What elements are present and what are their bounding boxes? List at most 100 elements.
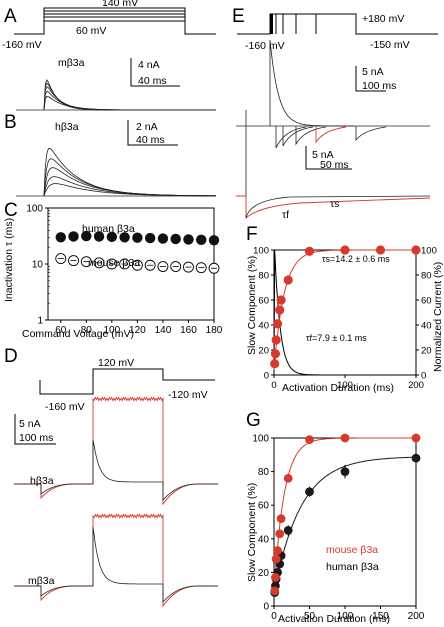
- chart-f-slow-point: [275, 305, 285, 315]
- chart-f-ytick-right-label: 0: [421, 371, 426, 382]
- chart-f-slow-point: [411, 245, 421, 255]
- panel-a-traces: [16, 79, 216, 111]
- panel-d-name-m: mβ3a: [28, 575, 55, 587]
- panel-f-label: F: [246, 224, 258, 245]
- chart-f-ann-slow: τs=14.2 ± 0.6 ms: [322, 254, 390, 264]
- panel-e: E +180 mV -160 mV -150 mV 5 nA 100 ms 5 …: [232, 6, 438, 221]
- panel-c-label: C: [4, 200, 18, 221]
- chart-f-slow-point: [283, 275, 293, 285]
- chart-f-ytick-label: 0: [264, 371, 269, 382]
- chart-c-human-point: [196, 234, 207, 246]
- chart-c-human-point: [93, 231, 105, 242]
- chart-c-human-point: [106, 231, 118, 243]
- chart-f-slow-point: [276, 295, 286, 305]
- panel-e-protocol: [237, 13, 438, 35]
- chart-c-human-point: [119, 232, 130, 243]
- chart-c-xtick-label: 80: [81, 325, 93, 336]
- chart-g-ytick-label: 100: [252, 434, 269, 445]
- panel-e-tail: [355, 126, 387, 142]
- chart-g-mouse-point: [340, 433, 350, 443]
- chart-f-slow-point: [375, 245, 386, 255]
- panel-e2-edge: [244, 110, 247, 197]
- chart-g-xtick-label: 200: [408, 611, 425, 622]
- panel-e-v-post: -150 mV: [370, 39, 410, 51]
- chart-f-slow-point: [270, 349, 281, 359]
- panel-b-scalebar: [127, 120, 178, 146]
- chart-c-human-point: [157, 233, 169, 244]
- chart-g-human-point: [411, 453, 421, 463]
- chart-f-ytick-label: 60: [258, 296, 269, 307]
- chart-g-legend-human: human β3a: [326, 561, 379, 573]
- panel-e-scale-x1: 100 ms: [362, 80, 396, 92]
- chart-g-human-point: [340, 467, 350, 476]
- chart-f-slow-point: [270, 359, 280, 369]
- panel-e-scale-y1: 5 nA: [362, 66, 384, 78]
- chart-c-human-point: [170, 233, 181, 245]
- panel-e-protocol-dense: [270, 14, 273, 34]
- chart-c-human-point: [144, 232, 156, 244]
- chart-g-ylabel: Slow Component (%): [246, 483, 258, 582]
- panel-b: B hβ3a 2 nA 40 ms: [4, 112, 216, 197]
- panel-e-v-hold: -160 mV: [245, 40, 285, 52]
- chart-f-slow-point: [271, 335, 281, 345]
- panel-d-trace-h-red: [14, 396, 218, 506]
- panel-d-v-hold: -160 mV: [45, 401, 85, 413]
- panel-a-trace: [43, 90, 216, 111]
- panel-b-label: B: [4, 112, 17, 133]
- panel-e-tail: [315, 126, 347, 144]
- chart-f-slow-point: [272, 319, 283, 329]
- chart-g-ytick-label: 0: [263, 602, 269, 613]
- panel-d-label: D: [4, 346, 18, 367]
- chart-g-human-point: [305, 487, 314, 497]
- panel-e-traces-bottom: [236, 110, 431, 219]
- panel-g-label: G: [246, 410, 261, 431]
- chart-g-xtick-label: 100: [337, 611, 354, 622]
- chart-f-ytick-label: 80: [258, 271, 269, 282]
- panel-b-scale-x: 40 ms: [136, 134, 165, 146]
- chart-c-human-point: [208, 235, 220, 246]
- chart-g-ytick-label: 20: [258, 568, 270, 579]
- panel-e-tail: [282, 126, 314, 147]
- chart-g-mouse-point: [273, 546, 282, 555]
- panel-a-label: A: [4, 6, 17, 27]
- chart-f-frame: [273, 249, 417, 376]
- chart-f-ytick-label: 100: [253, 246, 269, 257]
- panel-b-name: hβ3a: [55, 121, 79, 133]
- panel-e-scalebar-1: [355, 66, 386, 92]
- panel-d-scale-y: 5 nA: [19, 418, 41, 430]
- panel-a-scalebar: [130, 58, 180, 87]
- chart-g-frame: [273, 437, 417, 607]
- chart-g-ytick-label: 80: [258, 467, 270, 478]
- panel-a-protocol-steps: [44, 10, 185, 22]
- chart-g-legend-mouse: mouse β3a: [326, 544, 378, 556]
- panel-d-scalebar: [14, 414, 56, 445]
- chart-g-mouse-point: [411, 433, 421, 443]
- panel-e2-trace-black: [245, 195, 431, 219]
- panel-d-traces: [14, 396, 218, 608]
- panel-e-tau-f: τf: [282, 209, 289, 221]
- chart-c-xtick-label: 120: [129, 325, 146, 336]
- chart-c-xtick-label: 140: [155, 325, 172, 336]
- panel-c: C 60 80 100 120 140 160 180 1 10 100 human β3a mo…: [3, 200, 223, 340]
- panel-e-tail: [295, 126, 327, 146]
- chart-f-xlabel: Activation Duration (ms): [282, 382, 394, 394]
- panel-b-scale-y: 2 nA: [136, 121, 158, 133]
- chart-f-xtick-label: 200: [408, 380, 424, 391]
- panel-d-v-step: 120 mV: [98, 357, 134, 369]
- panel-d-protocol: [39, 368, 215, 395]
- panel-d-name-h: hβ3a: [30, 475, 54, 487]
- chart-f-xtick-label: 100: [337, 380, 353, 391]
- panel-a-v-hold: -160 mV: [2, 39, 42, 51]
- chart-f-ytick-right-label: 40: [421, 321, 432, 332]
- chart-c-ytick-label: 1: [37, 316, 43, 327]
- chart-c-xtick-label: 160: [180, 325, 197, 336]
- chart-c-xtick-label: 100: [104, 325, 121, 336]
- chart-c-human-point: [81, 230, 92, 242]
- panel-e-traces-top: [236, 39, 430, 149]
- chart-c-human-point: [183, 234, 194, 245]
- panel-e-tau-s: τs: [330, 198, 339, 210]
- panel-b-trace: [43, 147, 216, 197]
